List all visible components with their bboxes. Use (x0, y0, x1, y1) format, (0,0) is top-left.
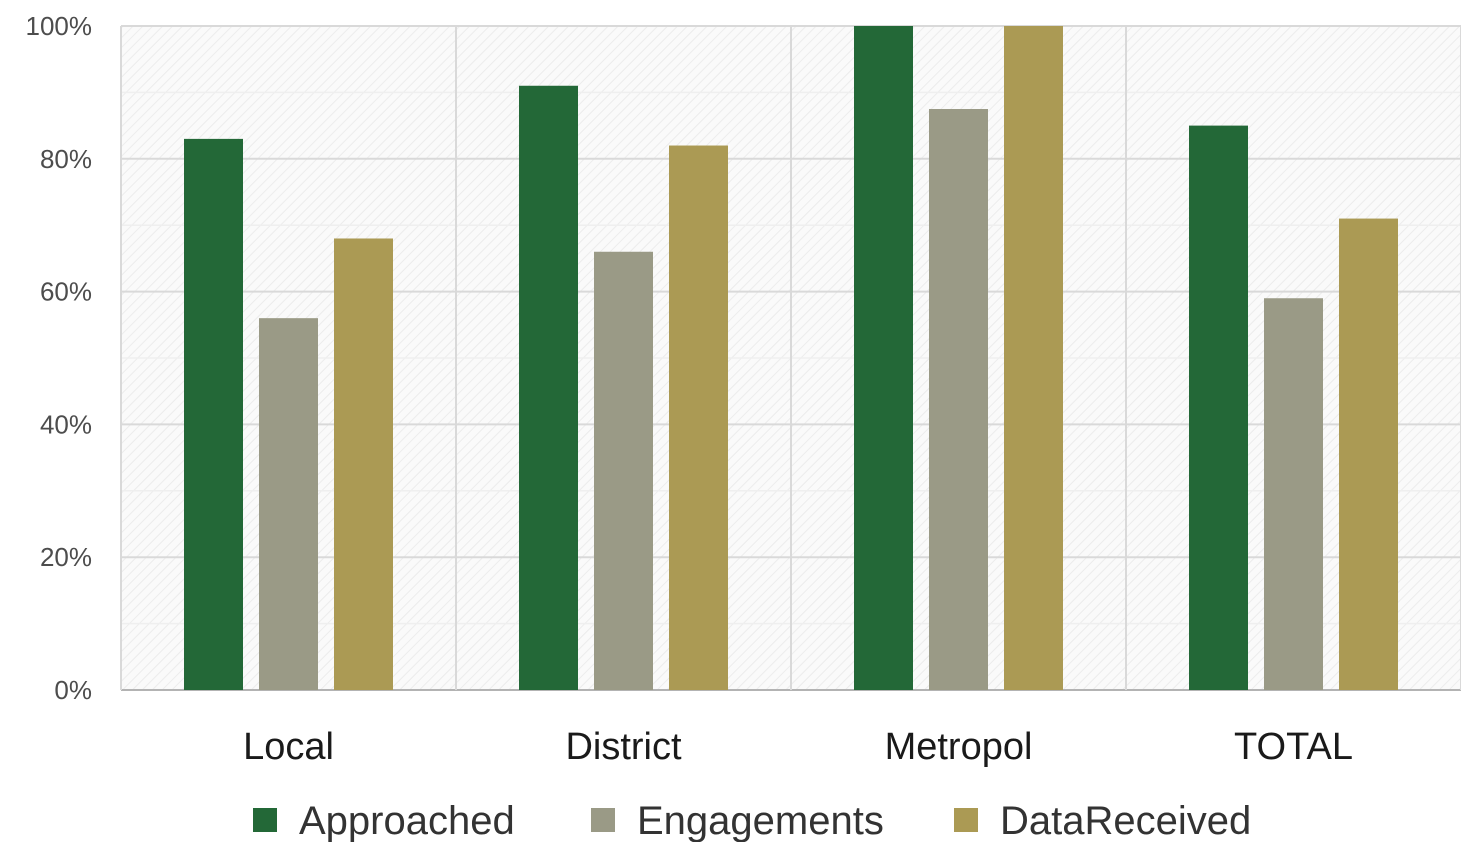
x-category-label: Local (243, 726, 334, 768)
x-category-label: District (565, 726, 682, 768)
legend-label-engagements: Engagements (637, 799, 884, 842)
x-axis-category-labels: Local District Metropol TOTAL (243, 726, 1353, 768)
y-tick-label: 40% (40, 409, 92, 439)
x-category-label: TOTAL (1234, 726, 1353, 768)
legend-swatch-datareceived (954, 808, 978, 832)
bar-approached-metropol (854, 26, 913, 690)
bar-datareceived-total (1339, 218, 1398, 690)
bar-engagements-total (1264, 298, 1323, 690)
bar-datareceived-metropol (1004, 26, 1063, 690)
legend-swatch-approached (253, 808, 277, 832)
bar-datareceived-district (669, 145, 728, 690)
y-tick-label: 80% (40, 144, 92, 174)
legend-swatch-engagements (591, 808, 615, 832)
y-tick-label: 0% (54, 675, 92, 705)
bars (184, 26, 1398, 691)
bar-engagements-local (259, 318, 318, 690)
y-tick-label: 60% (40, 277, 92, 307)
x-category-label: Metropol (885, 726, 1033, 768)
bar-engagements-district (594, 251, 653, 690)
bar-approached-district (519, 85, 578, 690)
legend-label-approached: Approached (299, 799, 515, 842)
bar-approached-total (1189, 125, 1248, 691)
bar-datareceived-local (334, 238, 393, 691)
y-tick-label: 20% (40, 542, 92, 572)
legend: Approached Engagements DataReceived (253, 799, 1251, 842)
legend-label-datareceived: DataReceived (1000, 799, 1251, 842)
y-tick-label: 100% (26, 11, 93, 41)
y-axis-tick-labels: 0% 20% 40% 60% 80% 100% (26, 11, 93, 705)
bar-engagements-metropol (929, 109, 988, 690)
bar-approached-local (184, 138, 243, 690)
